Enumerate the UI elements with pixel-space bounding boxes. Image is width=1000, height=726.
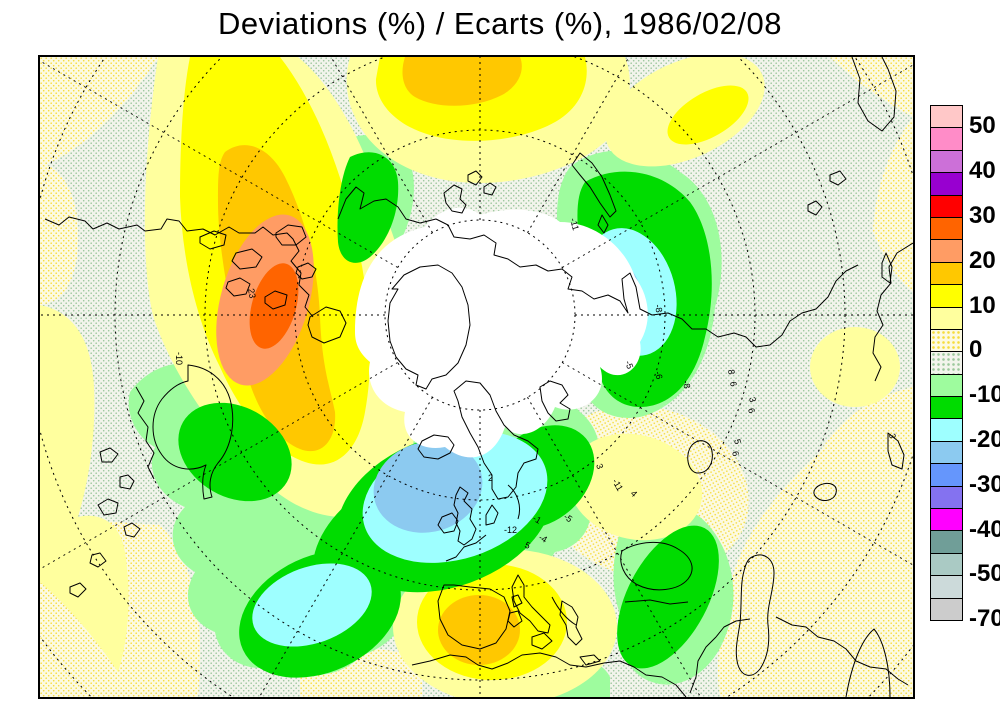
legend-tick-label: 0 [969,336,983,364]
legend-cell [930,216,963,241]
legend-cell [930,396,963,420]
polar-cap-no-data [355,207,648,458]
legend-tick-label: 50 [969,112,996,140]
legend-cell [930,485,963,510]
contour-label: -12 [504,525,517,535]
legend-cell [930,194,963,218]
legend-cell [930,508,963,532]
coastlines [44,57,913,697]
legend-cell [930,418,963,442]
legend-cell [930,351,963,375]
contour-label: -6 [653,370,664,380]
legend-cell [930,306,963,330]
contour-label: -8 [653,304,664,314]
legend-cell [930,284,963,308]
colorbar-legend: 50 40 30 20 10 0 -10 -20 -30 -40 -50 -70 [930,105,1000,632]
legend-cell [930,463,963,487]
contour-label: 6 [730,450,741,457]
contour-label: -1 [531,513,543,526]
contour-label: 6 [746,407,757,414]
legend-cell [930,127,963,151]
contour-label: 3 [747,396,758,403]
legend-cell [930,239,963,263]
contour-label: -5 [623,359,635,370]
legend-cell [930,172,963,196]
legend-cell [930,530,963,554]
legend-tick-label: 20 [969,246,996,274]
contour-label: 3 [594,462,605,470]
legend-tick-label: -20 [969,425,1000,453]
contour-label: 8 [726,369,737,376]
contour-label: 4 [629,488,640,499]
contour-label: 5 [732,438,743,445]
contour-label: 5 [523,540,532,551]
legend-tick-label: 30 [969,201,996,229]
contour-label: -4 [537,532,549,545]
legend-tick-label: -10 [969,381,1000,409]
legend-tick-label: -30 [969,470,1000,498]
legend-cell [930,373,963,398]
contour-label: -8 [681,380,692,390]
legend-tick-label: -40 [969,515,1000,543]
legend-cell [930,105,963,129]
contour-label: 3 [887,433,898,440]
legend-cell [930,552,963,577]
contour-label: -11 [568,217,581,232]
contour-label: -10 [174,352,184,365]
figure-title: Deviations (%) / Ecarts (%), 1986/02/08 [218,6,782,41]
legend-cell [930,328,963,353]
legend-cell [930,261,963,286]
legend-tick-label: 40 [969,157,996,185]
legend-cell [930,440,963,465]
contour-label: 23 [246,288,258,300]
legend-tick-label: 10 [969,291,996,319]
contour-label: 2 [488,473,493,483]
map-panel: -10 23 -11 -8 -5 -6 -8 8 6 3 6 5 6 3 2 -12 5 -1 -4 -5 3 -11 4 [38,55,915,699]
legend-tick-label: -70 [969,605,1000,633]
legend-cell [930,575,963,599]
legend-cell [930,149,963,174]
legend-cell [930,597,963,621]
contour-label: 6 [728,381,739,388]
graticule-grid [40,57,913,697]
legend-tick-label: -50 [969,560,1000,588]
colorbar-cells [930,105,963,621]
